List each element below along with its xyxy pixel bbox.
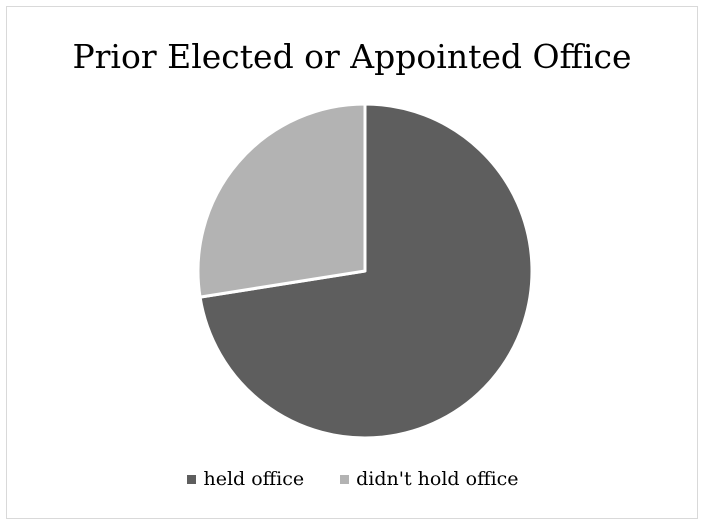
chart-title: Prior Elected or Appointed Office [72, 37, 632, 76]
legend: held office didn't hold office [0, 468, 706, 490]
legend-swatch-held-office [187, 474, 197, 484]
pie-slices [196, 102, 534, 440]
legend-item-held-office: held office [187, 468, 304, 490]
legend-item-didnt-hold-office: didn't hold office [340, 468, 519, 490]
legend-swatch-didnt-hold-office [340, 474, 350, 484]
legend-label-didnt-hold-office: didn't hold office [356, 468, 519, 490]
legend-label-held-office: held office [203, 468, 305, 490]
pie-slice-didn-t-hold-office [196, 102, 367, 299]
